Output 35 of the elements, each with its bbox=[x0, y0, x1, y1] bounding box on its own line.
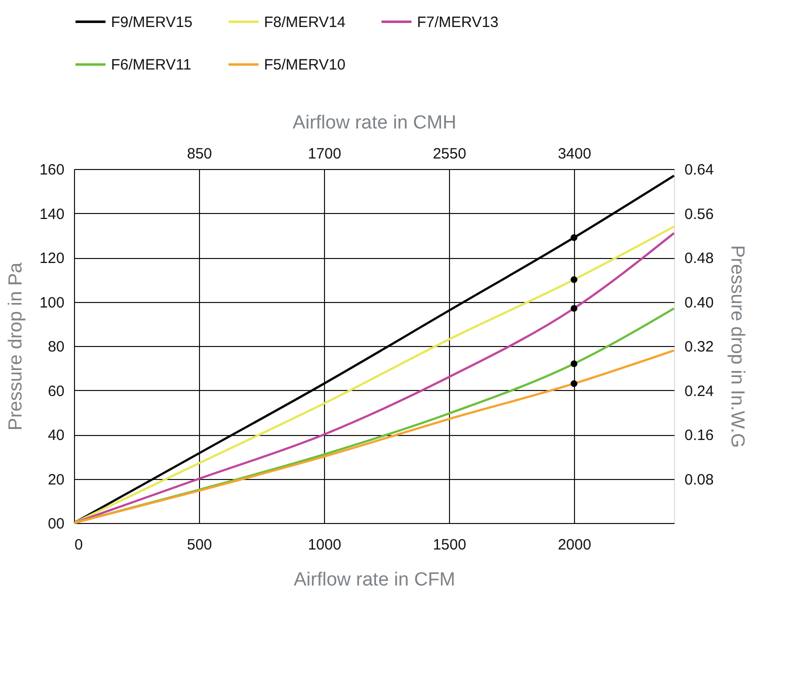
legend-label: F7/MERV13 bbox=[417, 14, 498, 31]
x2-axis-title: Airflow rate in CMH bbox=[292, 112, 456, 134]
y2-axis-title: Pressure drop in In.W.G bbox=[726, 245, 748, 448]
legend-label: F9/MERV15 bbox=[111, 14, 192, 31]
legend-label: F8/MERV14 bbox=[264, 14, 346, 31]
y-tick-label: 40 bbox=[48, 427, 64, 444]
y2-tick-label: 0.56 bbox=[684, 206, 714, 223]
legend-label: F5/MERV10 bbox=[264, 56, 346, 74]
y2-tick-label: 0.16 bbox=[684, 427, 714, 444]
y-tick-label: 00 bbox=[48, 516, 64, 532]
x-tick-label: 2000 bbox=[558, 536, 592, 554]
x2-tick-label: 1700 bbox=[308, 146, 342, 162]
y-tick-label: 80 bbox=[48, 338, 64, 356]
legend-label: F6/MERV11 bbox=[111, 56, 192, 74]
y-tick-label: 160 bbox=[39, 162, 64, 178]
x2-tick-label: 3400 bbox=[558, 146, 592, 162]
x-tick-label: 1500 bbox=[432, 536, 466, 554]
y-tick-label: 120 bbox=[39, 250, 64, 267]
x-tick-label: 500 bbox=[186, 536, 212, 554]
y2-tick-label: 0.32 bbox=[684, 338, 714, 356]
y2-tick-label: 0.64 bbox=[684, 162, 714, 178]
x2-tick-label: 850 bbox=[186, 146, 212, 162]
x-tick-label: 1000 bbox=[308, 536, 342, 554]
x-tick-label: 0 bbox=[74, 536, 83, 554]
y2-tick-label: 0.40 bbox=[684, 294, 714, 312]
y2-tick-label: 0.08 bbox=[684, 471, 714, 488]
x-axis-title: Airflow rate in CFM bbox=[294, 570, 456, 590]
y-tick-label: 20 bbox=[48, 471, 64, 488]
x2-tick-label: 2550 bbox=[432, 146, 466, 162]
y2-tick-label: 0.48 bbox=[684, 250, 714, 267]
y2-tick-label: 0.24 bbox=[684, 382, 714, 400]
y-tick-label: 140 bbox=[39, 206, 64, 223]
y-tick-label: 100 bbox=[39, 294, 64, 312]
y-tick-label: 60 bbox=[48, 382, 64, 400]
y-axis-title: Pressure drop in Pa bbox=[5, 262, 26, 430]
